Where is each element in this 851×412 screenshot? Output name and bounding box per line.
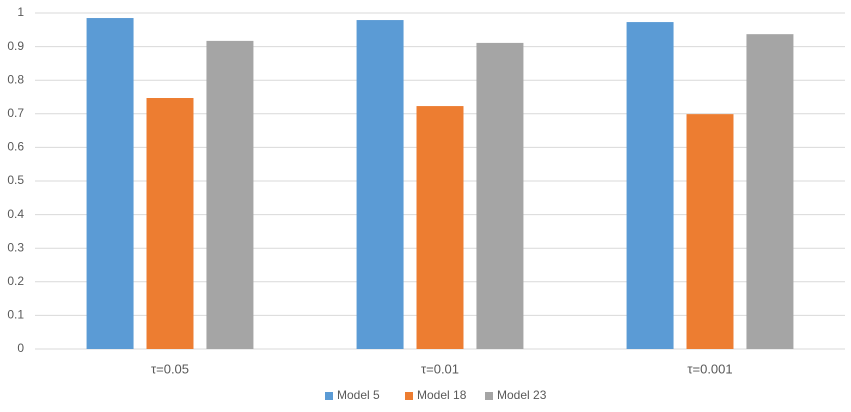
x-tick-label: τ=0.05 xyxy=(151,361,189,376)
y-tick-label: 0.3 xyxy=(7,240,24,254)
y-tick-label: 0 xyxy=(17,341,24,355)
legend-label: Model 5 xyxy=(337,388,380,402)
legend-swatch xyxy=(325,392,333,400)
x-tick-label: τ=0.001 xyxy=(687,361,732,376)
bar xyxy=(686,114,734,349)
bar xyxy=(626,22,674,350)
y-tick-label: 1 xyxy=(17,5,24,19)
y-tick-label: 0.8 xyxy=(7,72,24,86)
x-tick-label: τ=0.01 xyxy=(421,361,459,376)
legend-label: Model 23 xyxy=(497,388,547,402)
y-tick-label: 0.6 xyxy=(7,140,24,154)
bar xyxy=(416,106,464,350)
y-tick-label: 0.7 xyxy=(7,106,24,120)
bar xyxy=(356,20,404,349)
bar xyxy=(476,42,524,350)
y-tick-label: 0.4 xyxy=(7,207,24,221)
bar xyxy=(146,98,194,350)
y-tick-label: 0.2 xyxy=(7,274,24,288)
y-tick-label: 0.1 xyxy=(7,308,24,322)
legend-swatch xyxy=(405,392,413,400)
y-tick-label: 0.5 xyxy=(7,173,24,187)
legend-swatch xyxy=(485,392,493,400)
legend-label: Model 18 xyxy=(417,388,467,402)
bar xyxy=(86,18,134,349)
bar xyxy=(206,40,254,349)
y-tick-label: 0.9 xyxy=(7,39,24,53)
bar xyxy=(746,34,794,349)
